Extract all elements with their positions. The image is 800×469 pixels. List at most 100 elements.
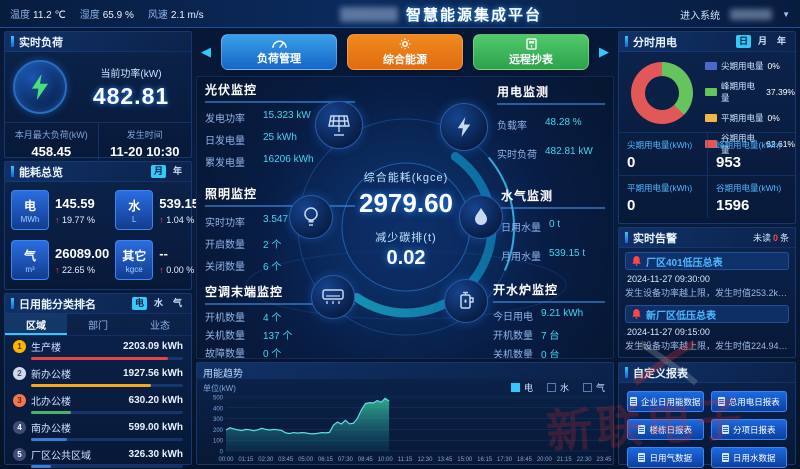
svg-text:23:45: 23:45 <box>597 457 612 463</box>
energy-item-other[interactable]: 其它 kgce -- ↑ 0.00 % <box>115 240 199 280</box>
company-logo-blurred <box>340 6 398 22</box>
donut-hole <box>645 76 679 110</box>
nav-left-arrow-icon[interactable]: ◀ <box>201 44 211 59</box>
unread-count: 未读 0 条 <box>752 233 789 243</box>
alert-item[interactable]: 厂区401低压总表 2024-11-27 09:30:00 发生设备功率越上限，… <box>619 248 795 301</box>
checkbox-icon[interactable] <box>510 383 520 392</box>
enter-system-link[interactable]: 进入系统 <box>680 10 721 22</box>
panel-title: 日用能分类排名 电 水 气 <box>5 294 191 314</box>
tab-region[interactable]: 区域 <box>5 314 67 335</box>
svg-text:12:30: 12:30 <box>417 457 433 463</box>
report-button-subitem-daily[interactable]: 分项日报表 <box>710 419 787 440</box>
boiler-icon <box>444 279 488 323</box>
list-item[interactable]: 1 生产楼 2203.09 kWh <box>5 336 191 363</box>
lightning-icon <box>13 60 67 114</box>
alert-time: 2024-11-27 09:30:00 <box>627 274 710 284</box>
svg-text:00:00: 00:00 <box>218 457 234 463</box>
rank-bar-track <box>31 438 183 441</box>
document-icon <box>721 453 729 462</box>
legend-swatch <box>705 62 717 70</box>
gas-tile-icon: 气 m³ <box>11 240 49 280</box>
chevron-down-icon[interactable]: ▼ <box>782 9 790 19</box>
checkbox-icon[interactable] <box>546 383 556 392</box>
checkbox-icon[interactable] <box>582 383 592 392</box>
list-item[interactable]: 2 新办公楼 1927.56 kWh <box>5 363 191 390</box>
energy-trend-panel: 用能趋势 单位(kW) 电 水 气 0 100 200 300 400 500 00:00 0… <box>196 362 614 465</box>
legend-swatch <box>705 140 717 148</box>
rank-medal: 1 <box>13 340 26 353</box>
report-button-water-daily[interactable]: 日用水数据 <box>710 447 787 468</box>
energy-item-gas[interactable]: 气 m³ 26089.00 ↑ 22.65 % <box>11 240 109 280</box>
other-tile-icon: 其它 kgce <box>115 240 154 280</box>
light-bulb-icon <box>289 195 333 239</box>
svg-text:18:45: 18:45 <box>517 457 533 463</box>
toggle-month[interactable]: 月 <box>151 165 166 178</box>
list-item[interactable]: 5 厂区公共区域 326.30 kWh <box>5 444 191 469</box>
load-management-button[interactable]: 负荷管理 <box>221 34 337 70</box>
svg-text:20:00: 20:00 <box>537 457 553 463</box>
peak-period-stat: 峰期用电量(kWh) 953 <box>707 132 795 175</box>
power-monitoring-section: 用电监测 负载率 48.28 % 实时负荷 482.81 kW <box>497 83 609 161</box>
custom-reports-panel: 自定义报表 企业日用能数据 总用电日报表 楼栋日报表 分项日报表 日用气数据 日… <box>618 362 796 468</box>
realtime-alerts-panel: 实时告警 未读 0 条 厂区401低压总表 2024-11-27 09:30:00 … <box>618 227 796 358</box>
type-gas[interactable]: 气 <box>172 298 182 308</box>
legend-item: 峰期用电量 37.39% <box>705 80 795 104</box>
energy-item-electric[interactable]: 电 MWh 145.59 ↑ 19.77 % <box>11 190 109 230</box>
svg-text:100: 100 <box>213 439 224 445</box>
up-arrow-icon: ↑ <box>55 214 60 225</box>
svg-text:15:00: 15:00 <box>457 457 473 463</box>
electric-bolt-icon <box>440 103 488 151</box>
legend-electric[interactable]: 电 <box>510 381 533 394</box>
wind-stat: 风速 2.1 m/s <box>147 10 204 21</box>
toggle-year[interactable]: 年 <box>776 36 786 46</box>
rank-bar-track <box>31 465 183 468</box>
list-item[interactable]: 3 北办公楼 630.20 kWh <box>5 390 191 417</box>
air-conditioner-icon <box>311 275 355 319</box>
type-electric[interactable]: 电 <box>132 297 147 310</box>
legend-gas[interactable]: 气 <box>582 381 605 394</box>
type-water[interactable]: 水 <box>153 298 163 308</box>
report-button-daily-energy[interactable]: 企业日用能数据 <box>627 391 704 412</box>
report-button-building-daily[interactable]: 楼栋日报表 <box>627 419 704 440</box>
realtime-load-panel: 实时负荷 当前功率(kW) 482.81 本月最大负荷(kW) 458.45 发… <box>4 31 192 161</box>
flat-period-stat: 平期用电量(kWh) 0 <box>619 175 707 218</box>
trend-legend: 电 水 气 <box>510 381 605 394</box>
panel-title: 分时用电 日 月 年 <box>619 32 795 52</box>
panel-title: 自定义报表 <box>619 363 795 383</box>
time-of-use-panel: 分时用电 日 月 年 尖期用电量 0% 峰期用电量 37.39% 平期用电量 0% 谷… <box>618 31 796 224</box>
remote-meter-button[interactable]: 远程抄表 <box>473 34 589 70</box>
rank-medal: 3 <box>13 394 26 407</box>
current-power-value: 482.81 <box>92 82 170 109</box>
legend-swatch <box>705 114 717 122</box>
page-title: 智慧能源集成平台 <box>406 6 543 24</box>
nav-right-arrow-icon[interactable]: ▶ <box>599 44 609 59</box>
report-button-total-electric[interactable]: 总用电日报表 <box>710 391 787 412</box>
overall-energy-kpi: 综合能耗(kgce) 2979.60 减少碳排(t) 0.02 <box>359 172 453 269</box>
document-icon <box>638 453 646 462</box>
svg-text:500: 500 <box>213 396 224 402</box>
tab-business[interactable]: 业态 <box>150 321 170 332</box>
alert-description: 发生设备功率越上限，发生时值224.94kW… <box>625 341 789 351</box>
document-icon <box>629 397 637 406</box>
current-power-label: 当前功率(kW) <box>100 68 162 80</box>
panel-title: 实时告警 未读 0 条 <box>619 228 795 248</box>
trend-line-chart[interactable]: 0 100 200 300 400 500 00:00 01:15 02:30 03:45 05:0… <box>200 393 612 464</box>
report-button-gas-daily[interactable]: 日用气数据 <box>627 447 704 468</box>
water-gas-monitoring-section: 水气监测 日用水量 0 t 月用水量 539.15 t <box>501 187 611 263</box>
alert-item[interactable]: 新厂区低压总表 2024-11-27 09:15:00 发生设备功率越上限，发生… <box>619 301 795 354</box>
legend-water[interactable]: 水 <box>546 381 569 394</box>
svg-text:05:00: 05:00 <box>298 457 314 463</box>
list-item[interactable]: 4 南办公楼 599.00 kWh <box>5 417 191 444</box>
alert-description: 发生设备功率越上限，发生时值253.2kW，… <box>625 288 789 298</box>
rank-bar-track <box>31 411 183 414</box>
svg-text:22:30: 22:30 <box>577 457 593 463</box>
tab-department[interactable]: 部门 <box>88 321 108 332</box>
integrated-energy-button[interactable]: 综合能源 <box>347 34 463 70</box>
up-arrow-icon: ↑ <box>55 264 60 275</box>
toggle-year[interactable]: 年 <box>172 166 182 176</box>
toggle-month[interactable]: 月 <box>757 36 767 46</box>
module-nav: ◀ 负荷管理 综合能源 远程抄表 ▶ <box>196 31 614 73</box>
toggle-day[interactable]: 日 <box>736 35 751 48</box>
svg-text:08:45: 08:45 <box>358 457 374 463</box>
